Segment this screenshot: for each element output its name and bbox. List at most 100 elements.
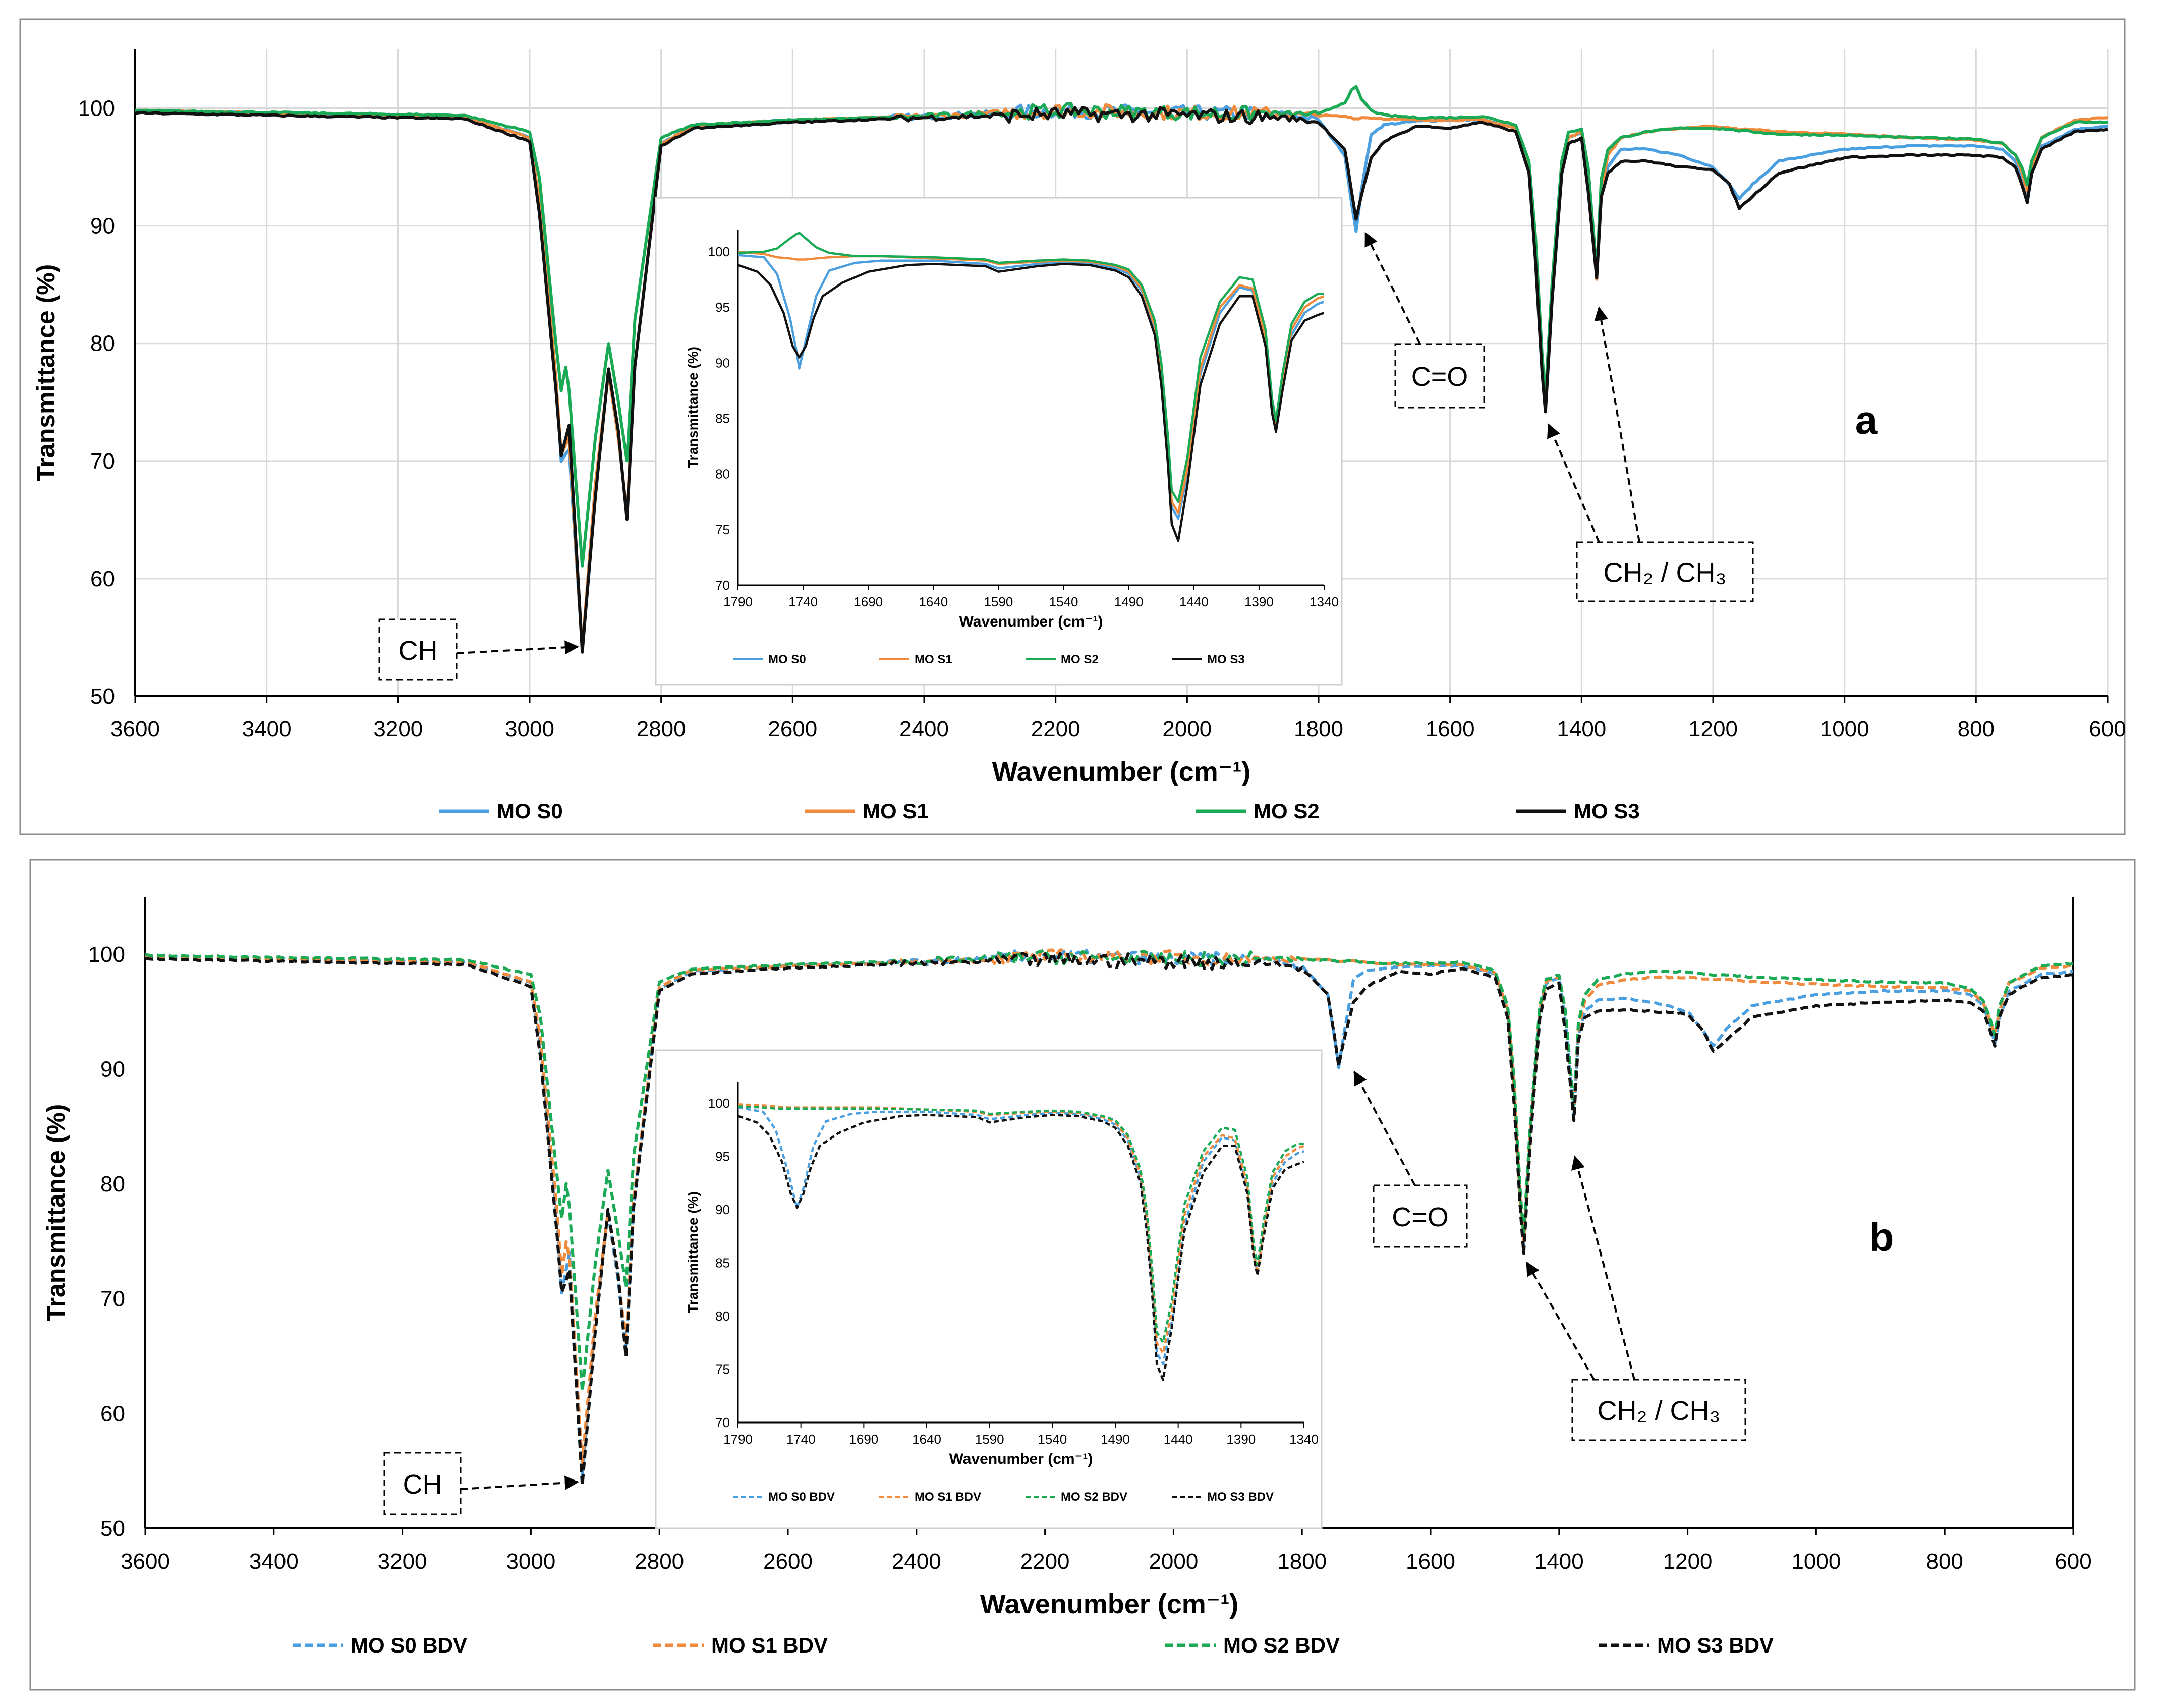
inset-series-line-mo-s2-bdv — [738, 1105, 1304, 1344]
inset-x-tick-label: 1590 — [975, 1432, 1004, 1447]
inset-y-axis-title: Transmittance (%) — [685, 1191, 701, 1313]
y-tick-label: 70 — [100, 1287, 125, 1312]
legend-label: MO S3 — [1574, 799, 1640, 823]
inset-x-tick-label: 1640 — [919, 594, 948, 609]
annotation-label: CH₂ / CH₃ — [1604, 558, 1727, 588]
x-tick-label: 3400 — [249, 1549, 299, 1574]
inset-y-tick-label: 80 — [715, 1308, 730, 1324]
inset-legend-label: MO S2 — [1061, 653, 1099, 666]
x-tick-label: 2200 — [1020, 1549, 1070, 1574]
inset-series-group — [738, 1103, 1304, 1381]
inset-x-tick-label: 1540 — [1038, 1432, 1067, 1447]
legend-label: MO S2 BDV — [1223, 1633, 1340, 1657]
inset-x-tick-label: 1540 — [1049, 594, 1078, 609]
x-tick-label: 1800 — [1277, 1549, 1327, 1574]
annotation-label: C=O — [1392, 1202, 1449, 1232]
x-tick-label: 2000 — [1149, 1549, 1198, 1574]
x-tick-label: 2400 — [892, 1549, 941, 1574]
y-tick-label: 90 — [90, 214, 115, 239]
inset-chart: 1790 1740 1690 1640 1590 1540 1490 1440 1390 1340… — [655, 197, 1343, 686]
y-tick-label: 70 — [90, 449, 115, 474]
inset-x-tick-label: 1440 — [1164, 1432, 1193, 1447]
annotation-arrow — [460, 1475, 579, 1490]
annotation-arrow — [1353, 1070, 1416, 1186]
legend-label: MO S1 BDV — [711, 1633, 828, 1657]
inset-y-tick-label: 70 — [715, 1415, 730, 1430]
inset-x-tick-label: 1440 — [1179, 594, 1209, 609]
series-group — [135, 85, 2108, 654]
y-tick-label: 60 — [90, 566, 115, 591]
series-line-mo-s2-bdv — [145, 948, 2073, 1393]
inset-y-tick-label: 85 — [715, 1256, 730, 1271]
y-tick-label: 100 — [88, 942, 125, 967]
annotation-box — [1373, 1184, 1468, 1248]
annotation-box — [1571, 1379, 1746, 1441]
x-axis-title: Wavenumber (cm⁻¹) — [992, 757, 1251, 787]
chart-panel-a: 3600 3400 3200 3000 2800 2600 2400 2200 2000 1800… — [19, 18, 2126, 835]
x-tick-label: 2800 — [635, 1549, 684, 1574]
x-tick-label: 1600 — [1426, 717, 1475, 742]
annotation-arrow — [1571, 1155, 1635, 1380]
x-tick-label: 3600 — [121, 1549, 170, 1574]
inset-x-tick-label: 1640 — [912, 1432, 941, 1447]
inset-x-tick-label: 1390 — [1244, 594, 1274, 609]
inset-series-line-mo-s3 — [738, 263, 1324, 542]
annotation-box — [1394, 343, 1485, 409]
inset-legend-label: MO S0 BDV — [768, 1490, 835, 1504]
x-tick-label: 600 — [2089, 717, 2126, 742]
inset-y-tick-label: 75 — [715, 1362, 730, 1377]
x-axis-title: Wavenumber (cm⁻¹) — [980, 1589, 1239, 1619]
inset-frame — [655, 1049, 1323, 1529]
inset-x-tick-label: 1390 — [1226, 1432, 1256, 1447]
inset-legend-label: MO S3 BDV — [1207, 1490, 1274, 1504]
x-tick-label: 3200 — [373, 717, 423, 742]
inset-y-tick-label: 100 — [708, 244, 730, 259]
x-tick-label: 2400 — [899, 717, 949, 742]
x-tick-label: 3400 — [242, 717, 292, 742]
inset-x-axis-title: Wavenumber (cm⁻¹) — [959, 613, 1103, 630]
inset-x-tick-label: 1490 — [1114, 594, 1144, 609]
x-tick-label: 1600 — [1406, 1549, 1455, 1574]
inset-x-tick-label: 1340 — [1310, 594, 1339, 609]
x-tick-label: 1000 — [1791, 1549, 1841, 1574]
annotation-label: CH₂ / CH₃ — [1598, 1396, 1721, 1426]
x-tick-label: 1200 — [1663, 1549, 1713, 1574]
y-axis-title: Transmittance (%) — [32, 264, 60, 482]
inset-y-tick-label: 90 — [715, 355, 730, 370]
inset-x-tick-label: 1590 — [984, 594, 1013, 609]
y-tick-label: 50 — [90, 684, 115, 709]
inset-x-tick-label: 1740 — [788, 594, 818, 609]
annotation-arrow — [1594, 306, 1640, 543]
inset-y-tick-label: 80 — [715, 467, 730, 482]
y-tick-label: 80 — [90, 331, 115, 356]
y-axis-title: Transmittance (%) — [42, 1104, 70, 1322]
inset-legend-label: MO S0 — [768, 653, 806, 666]
inset-legend-label: MO S2 BDV — [1061, 1490, 1127, 1504]
annotation-label: C=O — [1411, 362, 1468, 392]
inset-y-tick-label: 90 — [715, 1202, 730, 1217]
x-tick-label: 3000 — [506, 1549, 555, 1574]
x-tick-label: 1800 — [1294, 717, 1343, 742]
annotation-label: CH — [399, 636, 438, 666]
annotation-box — [378, 618, 458, 681]
x-tick-label: 2600 — [763, 1549, 813, 1574]
inset-x-tick-label: 1790 — [723, 594, 753, 609]
inset-x-tick-label: 1690 — [849, 1432, 878, 1447]
x-tick-label: 600 — [2055, 1549, 2091, 1574]
y-tick-label: 100 — [78, 96, 115, 121]
annotation-arrow — [1364, 232, 1421, 345]
legend-label: MO S1 — [863, 799, 929, 823]
panel-label: b — [1869, 1215, 1894, 1260]
inset-x-tick-label: 1740 — [786, 1432, 816, 1447]
chart-panel-b: 3600 3400 3200 3000 2800 2600 2400 2200 2000 1800… — [29, 859, 2136, 1691]
x-tick-label: 3000 — [505, 717, 554, 742]
annotation-box — [1576, 541, 1754, 602]
inset-chart: 1790 1740 1690 1640 1590 1540 1490 1440 1390 1340… — [655, 1049, 1323, 1529]
y-tick-label: 90 — [100, 1057, 125, 1081]
y-tick-label: 50 — [100, 1516, 125, 1541]
inset-y-axis-title: Transmittance (%) — [685, 347, 701, 468]
x-tick-label: 1400 — [1557, 717, 1606, 742]
x-tick-label: 2200 — [1031, 717, 1080, 742]
inset-series-line-mo-s2 — [738, 232, 1324, 503]
annotation-box — [383, 1452, 462, 1515]
